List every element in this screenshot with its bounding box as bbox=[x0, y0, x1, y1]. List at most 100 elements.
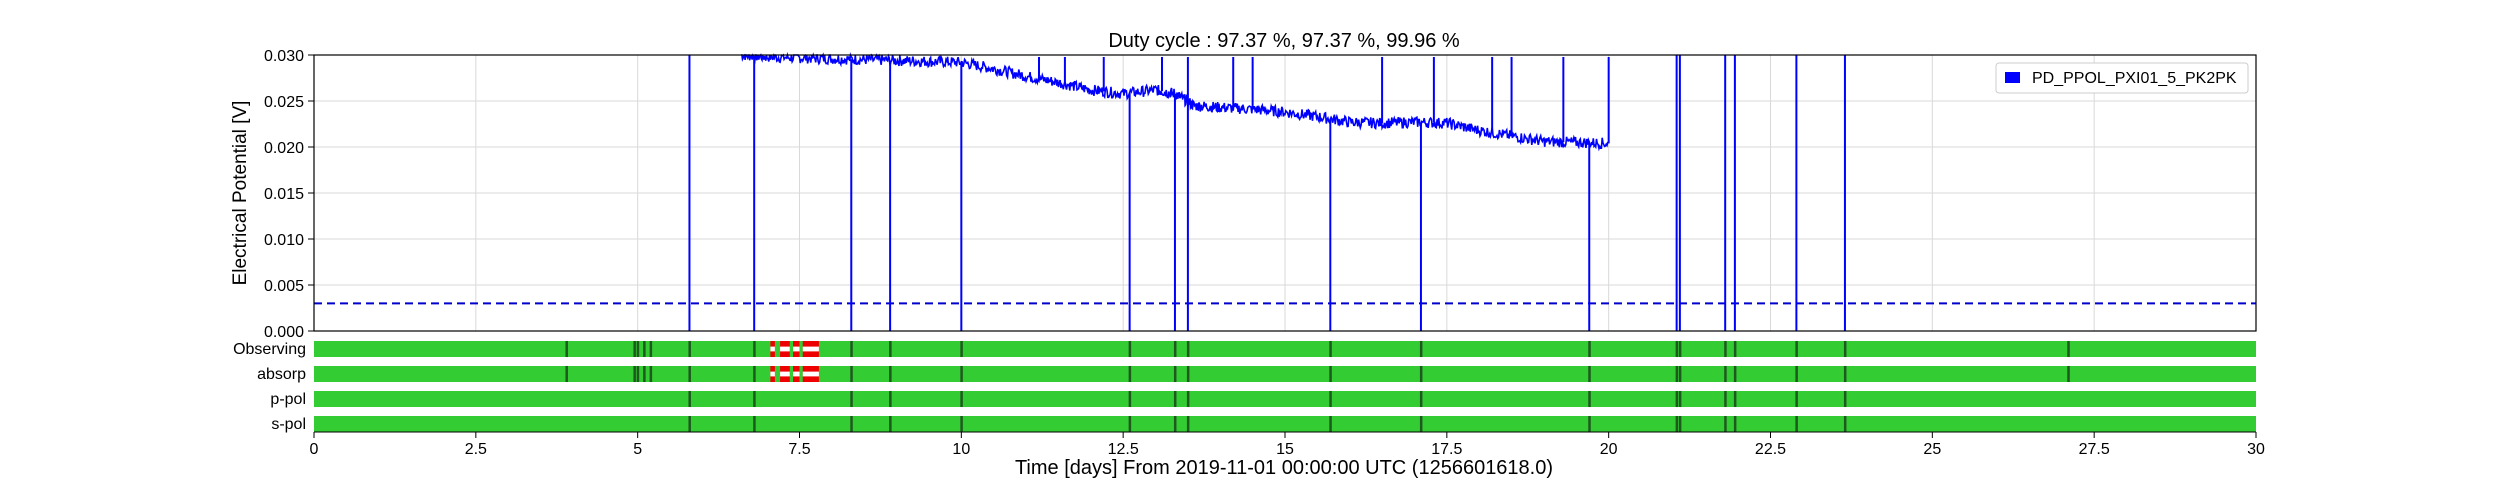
y-tick-label-1: 0.005 bbox=[264, 278, 304, 295]
state-gap-0-6 bbox=[753, 341, 756, 357]
state-gap-1-16 bbox=[1675, 366, 1679, 382]
state-gap-0-21 bbox=[1843, 341, 1847, 357]
state-gap-2-7 bbox=[1186, 391, 1190, 407]
state-gap-3-7 bbox=[1186, 416, 1190, 432]
state-gap-0-14 bbox=[1419, 341, 1423, 357]
state-gap-2-5 bbox=[1128, 391, 1132, 407]
state-gap-1-19 bbox=[1733, 366, 1737, 382]
state-gap-2-8 bbox=[1329, 391, 1332, 407]
state-row-label-3: s-pol bbox=[271, 416, 306, 433]
state-gap-1-12 bbox=[1186, 366, 1190, 382]
state-gap-1-3 bbox=[643, 366, 646, 382]
state-gap-3-6 bbox=[1173, 416, 1177, 432]
state-gap-2-11 bbox=[1675, 391, 1679, 407]
state-row-bar-1 bbox=[314, 366, 2256, 382]
state-gap-1-6 bbox=[753, 366, 756, 382]
state-gap-1-0 bbox=[565, 366, 568, 382]
x-axis: 0 2.5 5 7.5 10 12.5 15 17.5 20 22.5 25 27.5 30 bbox=[310, 431, 2265, 458]
state-gap-1-14 bbox=[1419, 366, 1423, 382]
state-row-label-2: p-pol bbox=[270, 391, 306, 408]
state-gap-0-3 bbox=[643, 341, 646, 357]
state-gap-1-21 bbox=[1843, 366, 1847, 382]
state-gap-1-7 bbox=[850, 366, 853, 382]
state-gap-0-11 bbox=[1173, 341, 1177, 357]
state-gap-0-2 bbox=[636, 341, 640, 357]
y-tick-label-6: 0.030 bbox=[264, 48, 304, 65]
state-gap-0-7 bbox=[850, 341, 853, 357]
state-gap-2-10 bbox=[1588, 391, 1591, 407]
x-tick-label-8: 20 bbox=[1600, 441, 1618, 458]
x-tick-label-10: 25 bbox=[1923, 441, 1941, 458]
state-gap-1-10 bbox=[1128, 366, 1132, 382]
state-gap-3-9 bbox=[1419, 416, 1423, 432]
y-tick-label-3: 0.015 bbox=[264, 186, 304, 203]
state-row-bar-3 bbox=[314, 416, 2256, 432]
state-gap-2-14 bbox=[1733, 391, 1737, 407]
chart-title: Duty cycle : 97.37 %, 97.37 %, 99.96 % bbox=[1108, 30, 1460, 52]
state-gap-2-0 bbox=[688, 391, 691, 407]
series-trace bbox=[688, 51, 1846, 331]
state-gap-2-16 bbox=[1843, 391, 1847, 407]
legend: PD_PPOL_PXI01_5_PK2PK bbox=[1995, 62, 2249, 94]
state-gap-2-9 bbox=[1419, 391, 1423, 407]
state-bad-mark-0-2 bbox=[793, 346, 800, 352]
state-row-label-1: absorp bbox=[257, 366, 306, 383]
x-tick-label-0: 0 bbox=[310, 441, 319, 458]
state-gap-0-20 bbox=[1795, 341, 1798, 357]
state-gap-1-17 bbox=[1678, 366, 1682, 382]
state-gap-3-13 bbox=[1724, 416, 1727, 432]
grid-lines bbox=[313, 54, 2257, 332]
state-gap-1-13 bbox=[1329, 366, 1332, 382]
state-gap-2-1 bbox=[753, 391, 756, 407]
state-row-bar-0 bbox=[314, 341, 2256, 357]
state-gap-0-10 bbox=[1128, 341, 1132, 357]
x-tick-label-3: 7.5 bbox=[788, 441, 810, 458]
x-tick-label-11: 27.5 bbox=[2079, 441, 2110, 458]
state-gap-3-16 bbox=[1843, 416, 1847, 432]
state-gap-0-1 bbox=[633, 341, 636, 357]
state-gap-0-17 bbox=[1678, 341, 1682, 357]
state-gap-3-15 bbox=[1795, 416, 1798, 432]
state-gap-3-2 bbox=[850, 416, 853, 432]
legend-box bbox=[1995, 62, 2249, 94]
state-gap-0-5 bbox=[688, 341, 691, 357]
state-gap-0-13 bbox=[1329, 341, 1332, 357]
state-gap-0-22 bbox=[2067, 341, 2070, 357]
state-gap-0-16 bbox=[1675, 341, 1679, 357]
state-gap-1-15 bbox=[1588, 366, 1591, 382]
state-gap-3-14 bbox=[1733, 416, 1737, 432]
legend-swatch bbox=[2005, 72, 2020, 83]
x-tick-label-1: 2.5 bbox=[465, 441, 487, 458]
state-gap-0-15 bbox=[1588, 341, 1591, 357]
x-axis-label: Time [days] From 2019-11-01 00:00:00 UTC… bbox=[1015, 457, 1553, 479]
state-gap-0-12 bbox=[1186, 341, 1190, 357]
state-gap-1-1 bbox=[633, 366, 636, 382]
state-row-bar-2 bbox=[314, 391, 2256, 407]
state-gap-2-15 bbox=[1795, 391, 1798, 407]
legend-label: PD_PPOL_PXI01_5_PK2PK bbox=[2032, 70, 2237, 87]
state-gap-3-5 bbox=[1128, 416, 1132, 432]
state-bad-mark-0-0 bbox=[770, 346, 775, 352]
state-gap-0-8 bbox=[889, 341, 892, 357]
state-gap-2-6 bbox=[1173, 391, 1177, 407]
state-gap-2-2 bbox=[850, 391, 853, 407]
state-gap-3-11 bbox=[1675, 416, 1679, 432]
x-tick-label-9: 22.5 bbox=[1755, 441, 1786, 458]
state-gap-3-1 bbox=[753, 416, 756, 432]
x-tick-label-6: 15 bbox=[1276, 441, 1294, 458]
state-gap-3-8 bbox=[1329, 416, 1332, 432]
x-tick-label-7: 17.5 bbox=[1431, 441, 1462, 458]
state-gap-0-18 bbox=[1724, 341, 1727, 357]
state-gap-3-3 bbox=[889, 416, 892, 432]
y-tick-label-4: 0.020 bbox=[264, 140, 304, 157]
state-gap-3-0 bbox=[688, 416, 691, 432]
state-bad-mark-1-3 bbox=[802, 371, 819, 377]
state-gap-1-8 bbox=[889, 366, 892, 382]
state-gap-1-18 bbox=[1724, 366, 1727, 382]
state-gap-0-19 bbox=[1733, 341, 1737, 357]
x-tick-label-5: 12.5 bbox=[1108, 441, 1139, 458]
state-gap-2-13 bbox=[1724, 391, 1727, 407]
state-gap-3-10 bbox=[1588, 416, 1591, 432]
state-bad-mark-1-1 bbox=[780, 371, 790, 377]
